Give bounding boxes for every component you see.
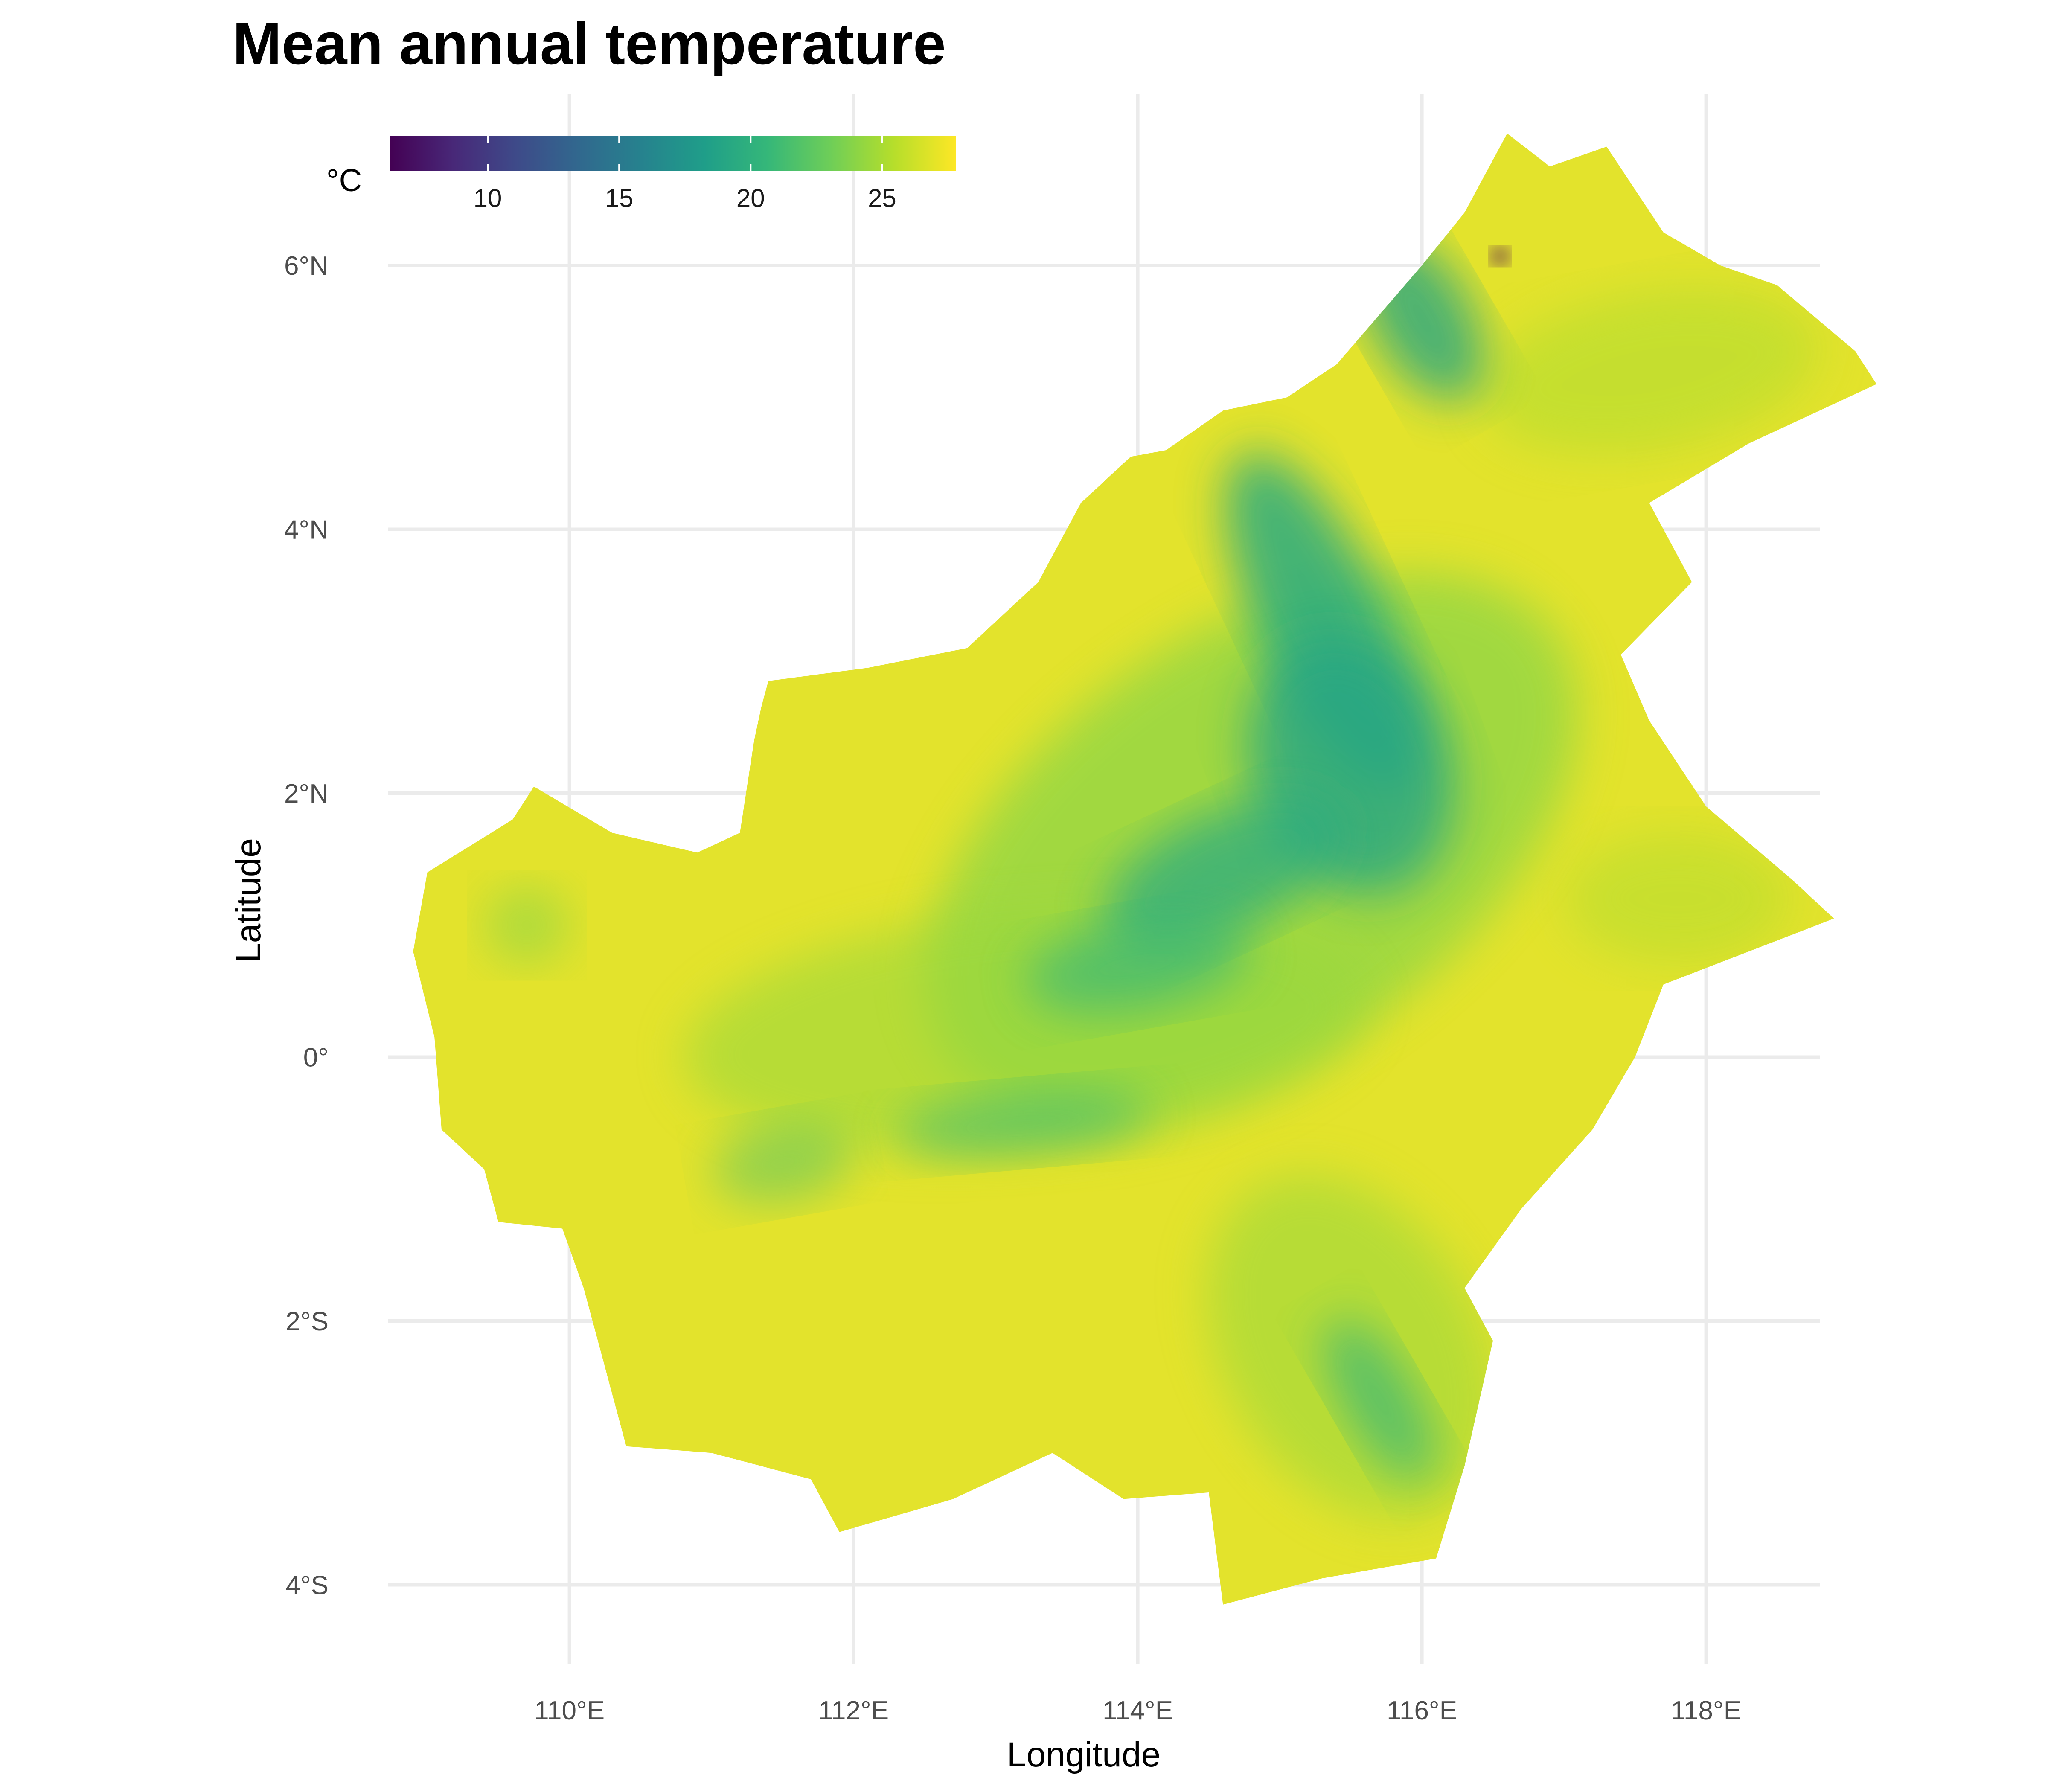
highland-shade (1481, 287, 1818, 454)
colorbar-legend: °C 10 15 20 25 (326, 136, 956, 212)
x-tick-label: 114°E (1103, 1696, 1173, 1725)
temperature-raster (413, 133, 1877, 1605)
y-tick-label: 0° (303, 1043, 329, 1072)
x-tick-label: 112°E (818, 1696, 889, 1725)
highland-shade (1564, 832, 1792, 965)
highland-shade (1324, 1318, 1435, 1482)
colorbar-tick-label: 15 (605, 184, 634, 212)
colorbar-ticks: 10 15 20 25 (474, 136, 896, 212)
x-tick-label: 116°E (1387, 1696, 1457, 1725)
colorbar (390, 136, 956, 171)
highland-shade (896, 1088, 1152, 1158)
y-tick-label: 2°N (284, 779, 329, 809)
y-tick-label: 6°N (284, 251, 329, 281)
legend-title: °C (326, 163, 362, 198)
highland-shade (712, 1122, 853, 1204)
colorbar-tick-label: 25 (868, 184, 896, 212)
y-axis-ticks: 6°N 4°N 2°N 0° 2°S 4°S (284, 251, 329, 1600)
y-tick-label: 4°N (284, 515, 329, 545)
colorbar-tick-label: 20 (736, 184, 765, 212)
chart-title: Mean annual temperature (233, 11, 946, 77)
y-tick-label: 2°S (285, 1307, 329, 1336)
highland-shade (1104, 796, 1342, 949)
x-tick-label: 118°E (1671, 1696, 1741, 1725)
colorbar-tick-label: 10 (474, 184, 502, 212)
x-axis-title: Longitude (1007, 1735, 1161, 1774)
y-tick-label: 4°S (285, 1571, 329, 1600)
x-tick-label: 110°E (534, 1696, 605, 1725)
y-axis-title: Latitude (229, 838, 268, 963)
highland-shade (1025, 915, 1250, 1015)
highland-shade (1491, 248, 1509, 264)
highland-shade (484, 885, 570, 965)
x-axis-ticks: 110°E 112°E 114°E 116°E 118°E (534, 1696, 1741, 1725)
highland-zones (484, 234, 1818, 1520)
